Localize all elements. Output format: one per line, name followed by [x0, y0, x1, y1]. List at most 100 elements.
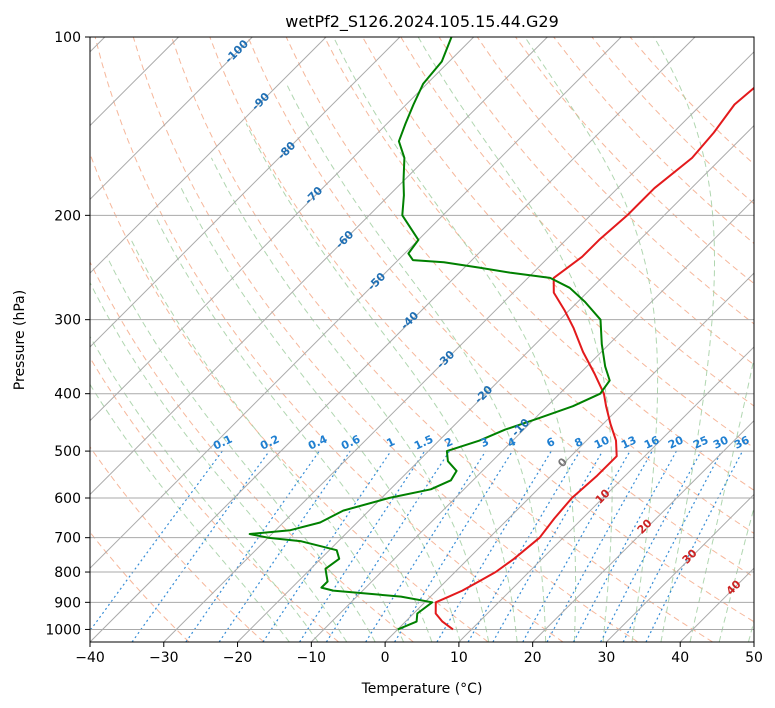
x-tick-label: −30 — [149, 650, 179, 666]
x-tick-label: −20 — [223, 650, 253, 666]
isotherm-line — [90, 37, 548, 496]
isotherm-line — [237, 124, 754, 642]
dry-adiabat-line — [247, 37, 754, 578]
dry-adiabat-line — [438, 37, 754, 366]
moist-adiabat-label: 20 — [635, 516, 655, 536]
isotherm-line — [90, 37, 622, 569]
mixing-ratio-line — [600, 450, 702, 642]
y-tick-label: 100 — [54, 30, 81, 46]
mixing-ratio-line — [436, 450, 552, 642]
moist-adiabat-line — [90, 281, 348, 642]
y-tick-label: 200 — [54, 208, 81, 224]
isotherm-line — [310, 198, 754, 642]
dry-adiabat-line — [476, 37, 754, 325]
mixing-ratio-label: 1 — [385, 435, 397, 450]
chart-title: wetPf2_S126.2024.105.15.44.G29 — [285, 12, 559, 32]
mixing-ratio-label: 0.4 — [306, 432, 329, 452]
moist-adiabat-line — [180, 187, 461, 642]
moist-adiabat-line — [106, 256, 376, 642]
dry-adiabat-line — [90, 531, 190, 642]
moist-adiabat-line — [333, 37, 577, 642]
isotherm-line — [532, 419, 754, 642]
y-tick-label: 900 — [54, 595, 81, 611]
dry-adiabat-line — [132, 37, 639, 642]
mixing-ratio-label: 20 — [666, 433, 686, 451]
x-tick-label: 0 — [381, 650, 390, 666]
dry-adiabat-line — [553, 37, 754, 245]
y-tick-label: 700 — [54, 531, 81, 547]
dry-adiabat-line — [90, 446, 265, 642]
moist-adiabat-line — [245, 123, 518, 642]
dry-adiabat-line — [209, 37, 754, 623]
isotherm-line — [90, 37, 475, 422]
x-axis: −40 −30 −20 −10 0 10 20 30 40 50 — [75, 642, 763, 666]
mixing-ratio-label: 0.2 — [258, 433, 281, 453]
mixing-ratio-label: 16 — [642, 433, 662, 451]
moist-adiabat-line — [154, 215, 433, 642]
x-tick-label: 20 — [524, 650, 542, 666]
moist-adiabat-line — [417, 37, 613, 642]
mixing-ratio-line — [467, 450, 581, 642]
isotherm-line — [606, 493, 754, 642]
isotherm-line — [384, 272, 754, 642]
isotherm-line — [163, 51, 754, 642]
x-tick-label: 40 — [671, 650, 689, 666]
y-tick-label: 1000 — [45, 622, 81, 638]
y-tick-label: 800 — [54, 565, 81, 581]
y-axis: 100 200 300 400 500 600 700 800 900 1000 — [45, 30, 90, 638]
mixing-ratio-line — [262, 450, 392, 642]
dry-adiabat-line — [591, 37, 754, 205]
dry-adiabat-line — [629, 37, 754, 165]
y-tick-label: 400 — [54, 387, 81, 403]
mixing-ratio-line — [299, 450, 426, 642]
plot-frame — [89, 36, 755, 643]
dry-adiabat-line — [90, 152, 489, 642]
moist-adiabat-line — [718, 505, 754, 642]
temperature-line — [434, 86, 754, 631]
mixing-ratio-line — [645, 450, 744, 642]
mixing-ratio-label: 1.5 — [412, 433, 435, 453]
isotherm-line — [90, 37, 401, 348]
mixing-ratio-label: 0.6 — [339, 432, 362, 452]
dry-adiabat-line — [171, 37, 713, 642]
mixing-ratio-line — [522, 450, 631, 642]
dry-adiabat-line — [94, 37, 564, 642]
x-axis-label: Temperature (°C) — [361, 681, 483, 697]
isotherm-line — [753, 641, 754, 642]
mixing-ratio-label: 13 — [619, 433, 638, 451]
dry-adiabat-line — [323, 37, 754, 491]
x-tick-label: −40 — [75, 650, 105, 666]
mixing-ratio-label: 0.1 — [211, 433, 234, 453]
dry-adiabat-line — [515, 37, 754, 285]
mixing-ratio-label: 30 — [711, 433, 731, 451]
dewpoint-line — [248, 37, 611, 631]
mixing-ratio-line — [185, 450, 320, 642]
mixing-ratio-label: 6 — [545, 435, 558, 450]
dry-adiabat-line — [285, 37, 754, 535]
moist-adiabat-line — [689, 356, 754, 642]
moist-adiabat-line — [653, 37, 715, 642]
moist-adiabat-line — [90, 383, 290, 642]
dry-adiabat-label: -20 — [472, 383, 495, 406]
moist-adiabat-line — [90, 335, 319, 642]
moist-adiabat-line — [130, 239, 405, 642]
mixing-ratio-label: 25 — [691, 433, 710, 451]
grid — [90, 37, 754, 642]
mixing-ratio-line — [325, 450, 451, 642]
mixing-ratio-line — [394, 450, 513, 642]
mixing-ratio-line — [492, 450, 604, 642]
dry-adiabat-label: -100 — [222, 37, 251, 66]
mixing-ratio-line — [218, 450, 351, 642]
y-tick-label: 500 — [54, 444, 81, 460]
mixing-ratio-line — [622, 450, 723, 642]
moist-adiabat-label: 10 — [593, 486, 613, 506]
isotherm-line — [90, 37, 327, 274]
mixing-ratio-label: 36 — [732, 433, 752, 451]
x-tick-label: −10 — [297, 650, 327, 666]
moist-adiabat-line — [286, 83, 547, 642]
y-tick-label: 300 — [54, 313, 81, 329]
x-tick-label: 50 — [745, 650, 763, 666]
x-tick-label: 10 — [450, 650, 468, 666]
